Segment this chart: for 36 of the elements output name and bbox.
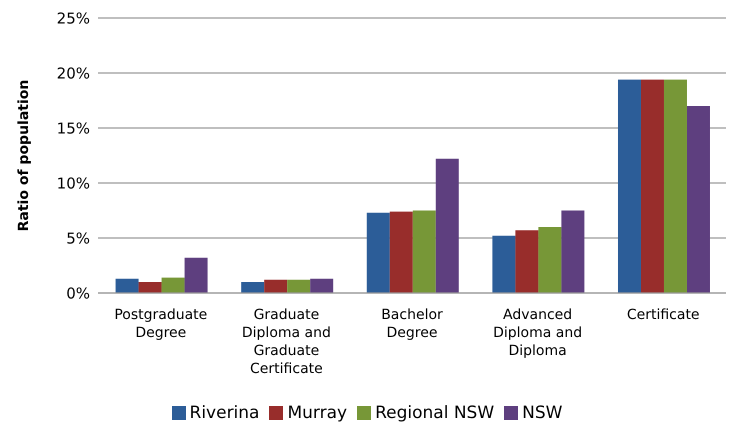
x-tick-label: Advanced Diploma and Diploma bbox=[493, 307, 582, 359]
y-tick-label: 15% bbox=[56, 119, 90, 138]
bar bbox=[561, 210, 584, 293]
bar bbox=[618, 80, 641, 293]
bar bbox=[664, 80, 687, 293]
y-tick-label: 10% bbox=[56, 174, 90, 192]
bar bbox=[287, 280, 310, 293]
y-tick-label: 0% bbox=[66, 284, 90, 302]
bar bbox=[366, 212, 390, 293]
bar bbox=[515, 230, 538, 293]
x-tick-label: Postgraduate Degree bbox=[114, 307, 208, 341]
legend-label: Murray bbox=[287, 403, 348, 423]
x-tick-label: Certificate bbox=[626, 307, 700, 323]
bar bbox=[138, 282, 162, 293]
y-tick-label: 20% bbox=[56, 64, 90, 82]
bar bbox=[390, 212, 413, 293]
x-tick-label: Bachelor Degree bbox=[381, 307, 444, 341]
bar bbox=[116, 278, 139, 293]
legend-label: NSW bbox=[522, 403, 562, 423]
y-tick-label: 25% bbox=[56, 9, 90, 28]
bar bbox=[436, 158, 459, 293]
bar bbox=[241, 282, 264, 293]
bar bbox=[492, 236, 516, 293]
bar bbox=[162, 278, 185, 293]
bar bbox=[412, 210, 436, 293]
bar bbox=[310, 278, 334, 293]
legend-label: Regional NSW bbox=[375, 403, 494, 423]
bar bbox=[640, 80, 664, 293]
bar bbox=[184, 258, 208, 293]
x-tick-label: Graduate Diploma and Graduate Certificate bbox=[242, 307, 331, 377]
bar bbox=[264, 280, 288, 293]
bar bbox=[686, 106, 710, 293]
legend-label: Riverina bbox=[190, 403, 260, 423]
y-tick-label: 5% bbox=[66, 229, 90, 248]
bar bbox=[538, 227, 562, 293]
y-axis-title: Ratio of population bbox=[16, 80, 32, 232]
